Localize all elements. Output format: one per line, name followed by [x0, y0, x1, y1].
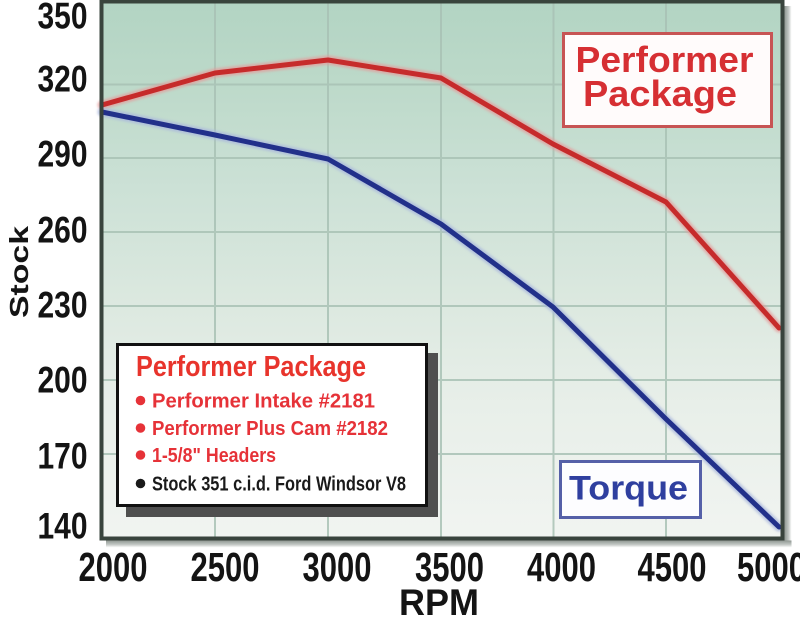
- svg-text:Package: Package: [583, 73, 737, 114]
- svg-text:5000: 5000: [737, 544, 800, 590]
- svg-text:3500: 3500: [415, 544, 484, 590]
- svg-text:Performer: Performer: [576, 39, 754, 80]
- svg-text:230: 230: [38, 285, 88, 326]
- svg-text:Performer Plus Cam #2182: Performer Plus Cam #2182: [152, 418, 388, 440]
- svg-text:Stock 351 c.i.d. Ford Windsor: Stock 351 c.i.d. Ford Windsor V8: [152, 474, 406, 496]
- svg-text:Stock: Stock: [4, 225, 34, 318]
- svg-text:260: 260: [38, 210, 88, 251]
- svg-text:1-5/8" Headers: 1-5/8" Headers: [152, 445, 276, 467]
- svg-text:3000: 3000: [303, 544, 372, 590]
- svg-text:4000: 4000: [527, 544, 596, 590]
- svg-text:2500: 2500: [191, 544, 260, 590]
- svg-text:2000: 2000: [79, 544, 148, 590]
- svg-text:170: 170: [38, 436, 88, 477]
- svg-text:Performer Package: Performer Package: [136, 351, 366, 383]
- svg-text:RPM: RPM: [399, 582, 479, 617]
- svg-text:200: 200: [38, 360, 88, 401]
- svg-text:Performer Intake #2181: Performer Intake #2181: [152, 391, 375, 413]
- svg-text:320: 320: [38, 59, 88, 100]
- svg-text:Torque: Torque: [569, 470, 688, 508]
- svg-text:4500: 4500: [638, 544, 707, 590]
- svg-text:290: 290: [38, 134, 88, 175]
- svg-text:350: 350: [38, 0, 88, 37]
- svg-text:140: 140: [38, 506, 88, 547]
